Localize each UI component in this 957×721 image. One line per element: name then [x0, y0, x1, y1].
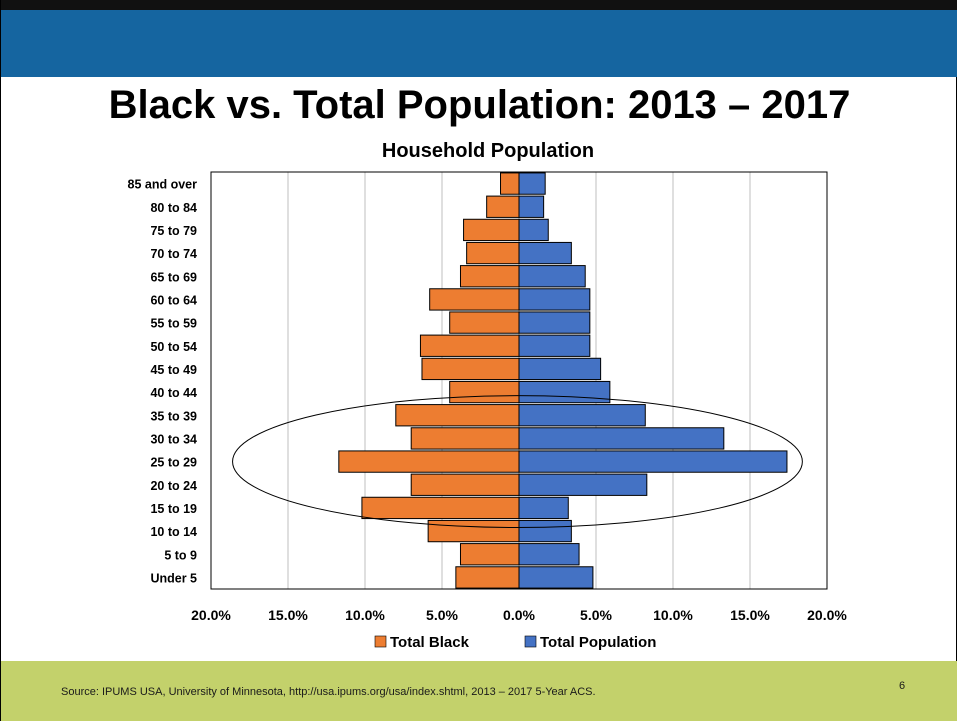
bar-total-black: [419, 334, 520, 357]
x-tick-label: 10.0%: [345, 607, 385, 623]
bar-total-population: [518, 357, 602, 381]
population-pyramid-chart: Household Population Under 5 5 to 9 10 to 1…: [128, 140, 848, 651]
x-tick-label: 20.0%: [191, 607, 231, 623]
slide-title: Black vs. Total Population: 2013 – 2017: [108, 83, 851, 127]
legend-swatch-total-population: [524, 635, 537, 648]
bar-total-black: [410, 473, 520, 496]
category-label: 25 to 29: [150, 456, 197, 470]
header-band: [1, 0, 957, 77]
bar-total-population: [518, 265, 586, 288]
bar-total-black: [427, 519, 520, 543]
footer-band: [1, 661, 957, 721]
bar-total-population: [518, 195, 545, 218]
bar-total-population: [518, 172, 546, 195]
bar-total-black: [410, 427, 520, 450]
bar-total-black: [449, 380, 520, 404]
category-label: 35 to 39: [150, 409, 197, 423]
bar-total-black: [500, 172, 520, 195]
bar-total-black: [459, 265, 520, 288]
category-label: 30 to 34: [150, 432, 197, 446]
bar-total-population: [518, 473, 648, 496]
plot-area: [210, 171, 828, 590]
x-tick-label: 20.0%: [807, 607, 847, 623]
bar-total-black: [429, 288, 520, 311]
bar-total-population: [518, 566, 594, 589]
x-tick-label: 10.0%: [653, 607, 693, 623]
slide-number: 6: [899, 680, 906, 692]
chart-title: Household Population: [382, 140, 594, 162]
source-note: Source: IPUMS USA, University of Minneso…: [61, 686, 596, 698]
category-label: 5 to 9: [164, 548, 197, 562]
bar-total-black: [338, 450, 520, 473]
category-label: Under 5: [150, 571, 197, 585]
bar-total-population: [518, 311, 591, 334]
bar-total-population: [518, 404, 646, 427]
legend-swatch-total-black: [374, 635, 387, 648]
legend-label-total-black: Total Black: [390, 634, 470, 651]
x-tick-label: 0.0%: [503, 607, 535, 623]
bar-total-black: [395, 404, 520, 427]
category-label: 70 to 74: [150, 247, 197, 261]
category-label: 50 to 54: [150, 340, 197, 354]
category-label: 45 to 49: [150, 363, 197, 377]
legend-label-total-population: Total Population: [540, 634, 656, 651]
category-label: 10 to 14: [150, 525, 197, 539]
bar-total-population: [518, 496, 569, 520]
bar-total-population: [518, 380, 611, 404]
x-tick-label: 15.0%: [268, 607, 308, 623]
bar-total-population: [518, 334, 591, 357]
category-label: 85 and over: [128, 178, 198, 192]
bar-total-black: [455, 566, 520, 589]
bar-total-population: [518, 519, 572, 543]
category-label: 65 to 69: [150, 270, 197, 284]
bar-total-population: [518, 450, 788, 473]
x-tick-label: 15.0%: [730, 607, 770, 623]
bar-total-population: [518, 218, 549, 242]
bar-total-black: [449, 311, 520, 334]
category-label: 55 to 59: [150, 317, 197, 331]
category-label: 15 to 19: [150, 502, 197, 516]
bar-total-population: [518, 427, 725, 450]
bar-total-population: [518, 288, 591, 311]
bar-total-black: [421, 357, 520, 381]
bar-total-black: [459, 543, 520, 566]
bar-total-black: [486, 195, 520, 218]
bar-total-black: [361, 496, 520, 520]
category-label: 40 to 44: [150, 386, 197, 400]
x-tick-label: 5.0%: [426, 607, 458, 623]
category-label: 75 to 79: [150, 224, 197, 238]
x-tick-label: 5.0%: [580, 607, 612, 623]
bar-total-population: [518, 241, 572, 265]
category-label: 60 to 64: [150, 293, 197, 307]
bar-total-black: [463, 218, 520, 242]
highlight-ellipse: [232, 395, 803, 529]
category-label: 80 to 84: [150, 201, 197, 215]
bar-total-population: [518, 543, 580, 566]
bar-total-black: [466, 241, 520, 265]
category-label: 20 to 24: [150, 479, 197, 493]
